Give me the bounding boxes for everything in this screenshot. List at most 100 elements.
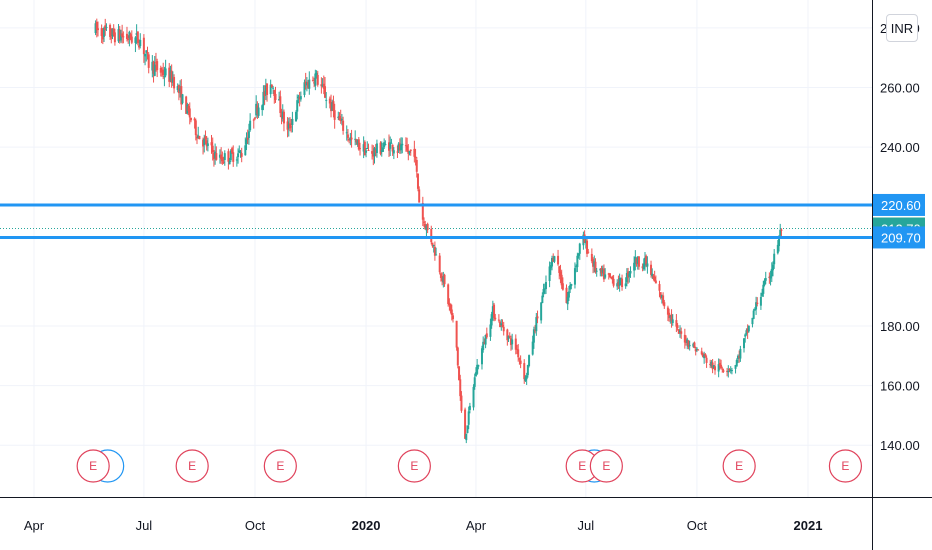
currency-button[interactable]: INR	[886, 14, 918, 42]
candle-body	[129, 34, 132, 40]
candle	[261, 104, 264, 116]
earnings-marker[interactable]: E	[76, 449, 110, 483]
candle-body	[746, 328, 749, 333]
earnings-marker[interactable]: E	[263, 449, 297, 483]
earnings-marker[interactable]: E	[589, 449, 623, 483]
candle-body	[245, 139, 248, 145]
candle-body	[354, 138, 357, 140]
candle-body	[442, 276, 445, 283]
candle-body	[398, 143, 401, 151]
candle-body	[497, 319, 500, 321]
candle	[363, 140, 366, 156]
candle-body	[135, 32, 138, 36]
candle-body	[728, 369, 731, 371]
candle-body	[425, 225, 428, 231]
candle	[337, 111, 340, 120]
earnings-marker[interactable]: E	[397, 449, 431, 483]
candle	[687, 340, 690, 350]
candle	[202, 137, 205, 155]
candle-body	[414, 156, 417, 158]
candle-body	[205, 140, 208, 147]
candle-body	[528, 355, 531, 367]
candle	[506, 328, 509, 346]
earnings-marker[interactable]: E	[722, 449, 756, 483]
candle	[502, 321, 505, 336]
candle-body	[142, 37, 145, 55]
candle	[726, 368, 729, 377]
candle-body	[212, 152, 215, 160]
candle	[359, 142, 362, 156]
candle-body	[712, 365, 715, 369]
horizontal-levels[interactable]	[0, 203, 872, 239]
candle-body	[338, 116, 341, 121]
candle-body	[646, 263, 649, 267]
candle	[659, 292, 662, 300]
candle-body	[582, 234, 585, 246]
earnings-marker[interactable]: E	[828, 449, 863, 483]
candle-body	[465, 433, 468, 441]
candle	[142, 34, 145, 63]
candle-body	[244, 145, 247, 156]
candle-body	[206, 143, 209, 146]
candle-body	[154, 62, 157, 64]
candle	[95, 18, 98, 38]
candle-body	[675, 320, 678, 327]
candle-body	[282, 111, 285, 124]
candle	[566, 292, 569, 311]
earnings-icon	[397, 449, 431, 483]
candle	[197, 126, 200, 139]
candle	[456, 346, 459, 369]
candle-body	[186, 104, 189, 114]
candle	[507, 335, 510, 343]
candle	[688, 340, 691, 351]
candle	[330, 94, 333, 118]
candle	[508, 332, 511, 339]
candle-body	[266, 83, 269, 95]
earnings-marker[interactable]: E	[175, 449, 209, 483]
candle-body	[322, 83, 325, 89]
candle	[593, 255, 596, 273]
candle	[147, 52, 150, 74]
price-tick-label: 140.00	[880, 438, 920, 453]
candle-body	[424, 224, 427, 230]
candle	[266, 83, 269, 102]
candle-body	[408, 150, 411, 153]
candle	[298, 91, 301, 107]
earnings-icon	[722, 449, 756, 483]
candle-body	[339, 118, 342, 122]
candle-body	[577, 253, 580, 256]
candle-body	[726, 370, 729, 372]
candle-body	[474, 372, 477, 377]
candle	[561, 277, 564, 291]
candle	[179, 80, 182, 98]
candle	[270, 84, 273, 88]
candle	[240, 147, 243, 163]
earnings-label: E	[188, 459, 196, 473]
candle-body	[235, 159, 238, 161]
candle-body	[252, 119, 255, 121]
candle	[154, 52, 157, 72]
candle-body	[210, 142, 213, 146]
candle-body	[223, 153, 226, 160]
candle-body	[189, 117, 192, 121]
candle-body	[169, 70, 172, 81]
candle	[162, 62, 165, 80]
candle	[535, 313, 538, 336]
candle	[441, 272, 444, 286]
candle	[472, 384, 475, 411]
candle	[629, 266, 632, 278]
candle	[273, 89, 276, 104]
candle-body	[415, 159, 418, 172]
candle-body	[604, 274, 607, 278]
candle	[543, 283, 546, 295]
earnings-marker[interactable]: E	[565, 449, 599, 483]
candle-body	[159, 67, 162, 73]
candle	[717, 358, 720, 378]
candle	[658, 280, 661, 297]
candle	[534, 324, 537, 334]
candle-body	[330, 102, 333, 112]
candle-body	[507, 336, 510, 339]
candle	[459, 374, 462, 401]
